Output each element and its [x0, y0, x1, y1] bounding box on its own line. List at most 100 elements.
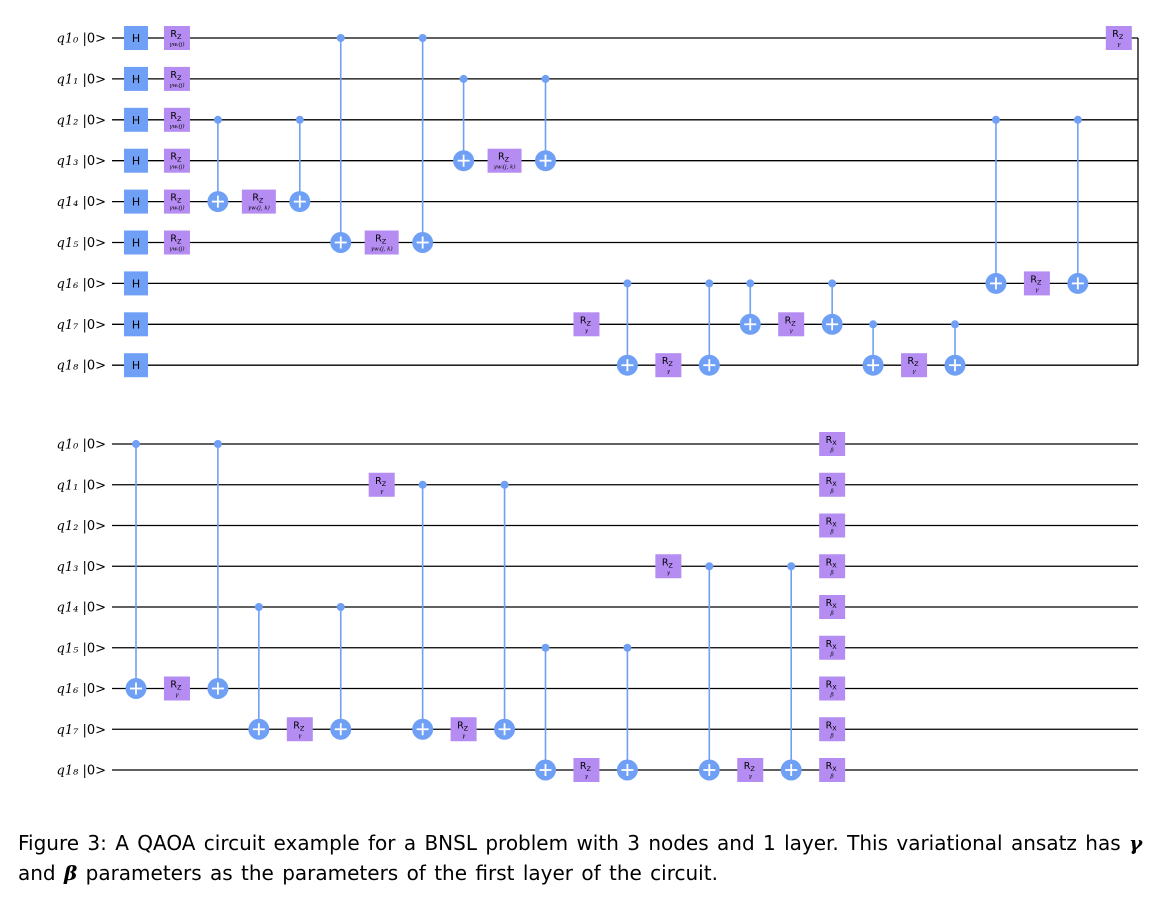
caption-gamma-symbol: γ: [1128, 831, 1143, 855]
qubit-label: q1₂ |0>: [57, 519, 106, 534]
qubit-label: q1₀ |0>: [57, 32, 106, 47]
rx-gate: RXβ: [819, 432, 846, 456]
svg-text:RX: RX: [826, 639, 838, 651]
svg-text:RZ: RZ: [580, 761, 592, 773]
control-dot: [336, 603, 345, 611]
svg-text:β: β: [830, 489, 834, 495]
hadamard-gate: H: [124, 107, 148, 132]
svg-text:γ: γ: [1117, 42, 1121, 48]
qubit-label: q1₇ |0>: [57, 318, 106, 333]
svg-text:RZ: RZ: [375, 476, 387, 488]
svg-text:RX: RX: [826, 435, 838, 447]
svg-text:γ: γ: [462, 733, 466, 739]
svg-text:RZ: RZ: [170, 234, 182, 246]
control-dot: [1073, 115, 1082, 124]
svg-text:RZ: RZ: [170, 193, 182, 205]
qaoa-circuit-diagram: q1₀ |0> q1₁ |0> q1₂ |0> q1₃ |0> q1₄ |0> q1₅ |…: [57, 26, 1139, 782]
cnot-gate: [330, 34, 352, 253]
qubit-label: q1₈ |0>: [57, 764, 106, 779]
svg-text:RZ: RZ: [170, 70, 182, 82]
svg-text:RZ: RZ: [375, 234, 387, 246]
cnot-gate: [289, 115, 311, 213]
caption-text-1: Figure 3: A QAOA circuit example for a B…: [18, 831, 1129, 855]
qubit-label: q1₄ |0>: [57, 601, 106, 616]
svg-text:γwᵢ(j): γwᵢ(j): [169, 41, 184, 48]
svg-text:RZ: RZ: [170, 29, 182, 41]
control-dot: [828, 279, 837, 288]
svg-text:H: H: [132, 318, 140, 331]
svg-text:γ: γ: [790, 328, 794, 334]
svg-text:H: H: [132, 32, 140, 45]
qubit-label: q1₅ |0>: [57, 641, 106, 656]
control-dot: [991, 115, 1000, 124]
caption-beta-symbol: β: [63, 861, 78, 885]
rz-gate: RZγ: [286, 717, 313, 742]
svg-text:γwᵢ(j): γwᵢ(j): [169, 205, 184, 212]
control-dot: [132, 440, 140, 448]
control-dot: [746, 279, 755, 288]
svg-text:β: β: [830, 611, 834, 617]
qubit-label: q1₄ |0>: [57, 195, 106, 210]
control-dot: [336, 34, 345, 42]
hadamard-gate: H: [124, 189, 148, 214]
rz-gate: RZγ: [163, 676, 190, 701]
svg-text:γ: γ: [912, 369, 916, 375]
cnot-gate: [207, 115, 229, 213]
cnot-gate: [453, 74, 475, 172]
qubit-label: q1₃ |0>: [57, 154, 106, 169]
svg-text:H: H: [132, 155, 140, 168]
svg-text:RZ: RZ: [785, 315, 797, 327]
svg-text:RZ: RZ: [170, 152, 182, 164]
cnot-gate: [248, 603, 270, 740]
cnot-gate: [412, 34, 434, 253]
cnot-gate: [739, 279, 761, 335]
svg-text:γwᵢ(j, k): γwᵢ(j, k): [494, 164, 516, 171]
cnot-gate: [944, 320, 966, 376]
svg-text:γ: γ: [298, 733, 302, 739]
figure-caption: Figure 3: A QAOA circuit example for a B…: [18, 828, 1158, 888]
svg-text:γ: γ: [585, 328, 589, 334]
rz-gate: RZγ: [1023, 271, 1050, 296]
rz-gate: RZγ: [450, 717, 477, 742]
cnot-gate: [412, 480, 434, 740]
svg-text:H: H: [132, 196, 140, 209]
qubit-label: q1₆ |0>: [57, 682, 106, 697]
svg-text:γ: γ: [1035, 287, 1039, 293]
svg-text:RZ: RZ: [908, 356, 920, 368]
rx-gate: RXβ: [819, 717, 846, 742]
svg-text:γwᵢ(j): γwᵢ(j): [169, 164, 184, 171]
circuit-panel-1: q1₀ |0> q1₁ |0> q1₂ |0> q1₃ |0> q1₄ |0> q1₅ |…: [57, 26, 1139, 378]
svg-text:RZ: RZ: [1112, 29, 1124, 41]
rx-gate: RXβ: [819, 635, 846, 660]
svg-text:β: β: [830, 570, 834, 576]
rz-gate: RZγ: [655, 353, 682, 378]
qubit-label: q1₁ |0>: [57, 72, 106, 87]
svg-text:RX: RX: [826, 720, 838, 732]
hadamard-gate: H: [124, 66, 148, 91]
caption-text-3: parameters as the parameters of the firs…: [77, 861, 718, 885]
cnot-gate: [698, 279, 720, 376]
svg-text:γwᵢ(j): γwᵢ(j): [169, 82, 184, 89]
svg-text:γwᵢ(j, k): γwᵢ(j, k): [248, 205, 270, 212]
svg-text:RZ: RZ: [252, 193, 264, 205]
cnot-gate: [985, 115, 1007, 294]
rx-gate: RXβ: [819, 513, 846, 538]
control-dot: [623, 643, 632, 652]
svg-text:RZ: RZ: [662, 356, 674, 368]
qubit-label: q1₈ |0>: [57, 359, 106, 374]
control-dot: [869, 320, 878, 329]
control-dot: [951, 320, 959, 329]
svg-text:γ: γ: [175, 693, 179, 699]
svg-text:RX: RX: [826, 680, 838, 692]
rz-gate: RZγ: [778, 312, 805, 337]
svg-text:γwᵢ(j): γwᵢ(j): [169, 246, 184, 253]
hadamard-gate: H: [124, 271, 148, 296]
